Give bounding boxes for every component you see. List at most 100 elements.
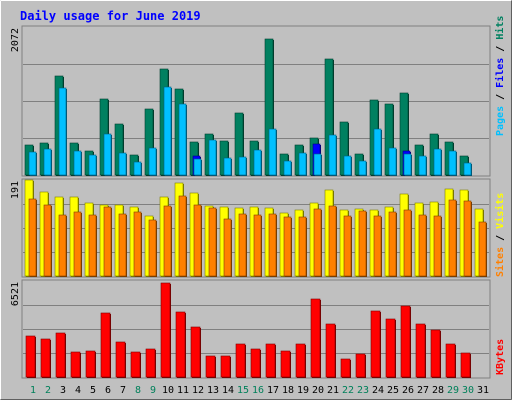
bar-pages-16 bbox=[253, 149, 262, 176]
bar-sites-18 bbox=[283, 216, 292, 277]
bar-pages-13 bbox=[208, 139, 217, 176]
bar-sites-31 bbox=[478, 221, 487, 277]
x-tick-labels: 1 2 3 4 5 6 7 8 9 10 11 12 13 14 15 16 17 18 19 20 21 22 23 24 2… bbox=[30, 385, 489, 396]
bar-pages-5 bbox=[88, 154, 97, 176]
bar-kbytes-23 bbox=[355, 353, 366, 378]
bar-kbytes-4 bbox=[70, 351, 81, 378]
x-tick-label-10: 10 bbox=[162, 385, 174, 396]
bar-sites-29 bbox=[448, 199, 457, 277]
legend-hits: Hits bbox=[494, 16, 506, 40]
x-tick-label-9: 9 bbox=[150, 385, 156, 396]
bar-kbytes-21 bbox=[325, 323, 336, 378]
bar-sites-11 bbox=[178, 195, 187, 277]
bar-kbytes-1 bbox=[25, 335, 36, 378]
bar-sites-16 bbox=[253, 214, 262, 277]
bar-pages-30 bbox=[463, 162, 472, 176]
bar-kbytes-19 bbox=[295, 343, 306, 378]
bar-sites-28 bbox=[433, 215, 442, 277]
x-tick-label-3: 3 bbox=[60, 385, 66, 396]
x-tick-label-31: 31 bbox=[477, 385, 489, 396]
bar-kbytes-15 bbox=[235, 343, 246, 378]
bar-pages-19 bbox=[298, 152, 307, 176]
x-tick-label-26: 26 bbox=[402, 385, 414, 396]
bar-pages-21 bbox=[328, 134, 337, 176]
bar-sites-12 bbox=[193, 204, 202, 277]
legend-sites: Sites bbox=[494, 247, 506, 277]
x-tick-label-12: 12 bbox=[192, 385, 204, 396]
x-tick-label-4: 4 bbox=[75, 385, 81, 396]
bar-pages-23 bbox=[358, 160, 367, 176]
bar-kbytes-30 bbox=[460, 352, 471, 378]
bar-pages-4 bbox=[73, 150, 82, 176]
x-tick-label-11: 11 bbox=[177, 385, 189, 396]
x-tick-label-30: 30 bbox=[462, 385, 474, 396]
y-max-hits: 2072 bbox=[10, 28, 21, 52]
bar-pages-14 bbox=[223, 157, 232, 176]
bar-kbytes-8 bbox=[130, 351, 141, 378]
bar-pages-9 bbox=[148, 147, 157, 176]
bar-sites-26 bbox=[403, 209, 412, 277]
bar-pages-27 bbox=[418, 155, 427, 176]
x-tick-label-22: 22 bbox=[342, 385, 354, 396]
legend-pages-files-hits: Pages / Files / Hits bbox=[494, 16, 506, 136]
legend-files: Files bbox=[494, 58, 506, 88]
bar-sites-2 bbox=[43, 204, 52, 277]
legend-sep-2: / bbox=[495, 40, 506, 58]
bar-sites-7 bbox=[118, 213, 127, 277]
bar-pages-11 bbox=[178, 103, 187, 176]
x-tick-label-28: 28 bbox=[432, 385, 444, 396]
bar-kbytes-3 bbox=[55, 332, 66, 378]
bar-kbytes-28 bbox=[430, 329, 441, 378]
bar-kbytes-9 bbox=[145, 348, 156, 378]
bar-pages-10 bbox=[163, 86, 172, 176]
bar-pages-6 bbox=[103, 133, 112, 176]
x-tick-label-13: 13 bbox=[207, 385, 219, 396]
bar-sites-13 bbox=[208, 207, 217, 277]
bar-pages-3 bbox=[58, 87, 67, 176]
bar-sites-19 bbox=[298, 216, 307, 277]
x-tick-label-21: 21 bbox=[327, 385, 339, 396]
legend-sep-1: / bbox=[495, 88, 506, 106]
bar-kbytes-11 bbox=[175, 311, 186, 378]
bar-kbytes-20 bbox=[310, 298, 321, 378]
bar-sites-3 bbox=[58, 214, 67, 277]
bar-kbytes-27 bbox=[415, 323, 426, 378]
bar-sites-23 bbox=[358, 210, 367, 277]
y-max-kbytes: 6521 bbox=[10, 282, 21, 306]
bar-kbytes-5 bbox=[85, 350, 96, 378]
x-tick-label-5: 5 bbox=[90, 385, 96, 396]
bar-sites-15 bbox=[238, 213, 247, 277]
bar-pages-20 bbox=[313, 153, 322, 176]
legend-sep-3: / bbox=[495, 229, 506, 247]
bar-kbytes-22 bbox=[340, 358, 351, 378]
bar-sites-1 bbox=[28, 198, 37, 277]
bar-sites-6 bbox=[103, 206, 112, 277]
legend-kbytes: KBytes bbox=[495, 339, 506, 375]
bar-kbytes-7 bbox=[115, 341, 126, 378]
bar-sites-25 bbox=[388, 211, 397, 277]
bar-kbytes-26 bbox=[400, 305, 411, 378]
bar-sites-8 bbox=[133, 211, 142, 277]
legend-visits: Visits bbox=[494, 193, 506, 229]
chart-title: Daily usage for June 2019 bbox=[20, 9, 201, 23]
bar-pages-1 bbox=[28, 151, 37, 176]
bar-pages-22 bbox=[343, 155, 352, 176]
bar-sites-22 bbox=[343, 215, 352, 277]
x-tick-label-27: 27 bbox=[417, 385, 429, 396]
bar-kbytes-10 bbox=[160, 282, 171, 378]
x-tick-label-6: 6 bbox=[105, 385, 111, 396]
bar-sites-27 bbox=[418, 214, 427, 277]
bar-kbytes-25 bbox=[385, 318, 396, 378]
bar-kbytes-17 bbox=[265, 343, 276, 378]
bar-sites-20 bbox=[313, 208, 322, 277]
bar-pages-8 bbox=[133, 161, 142, 176]
x-tick-label-15: 15 bbox=[237, 385, 249, 396]
x-tick-label-8: 8 bbox=[135, 385, 141, 396]
bar-sites-30 bbox=[463, 200, 472, 277]
bar-pages-15 bbox=[238, 156, 247, 176]
bar-kbytes-12 bbox=[190, 326, 201, 378]
bar-sites-4 bbox=[73, 211, 82, 277]
bar-sites-14 bbox=[223, 218, 232, 277]
bar-kbytes-18 bbox=[280, 350, 291, 378]
